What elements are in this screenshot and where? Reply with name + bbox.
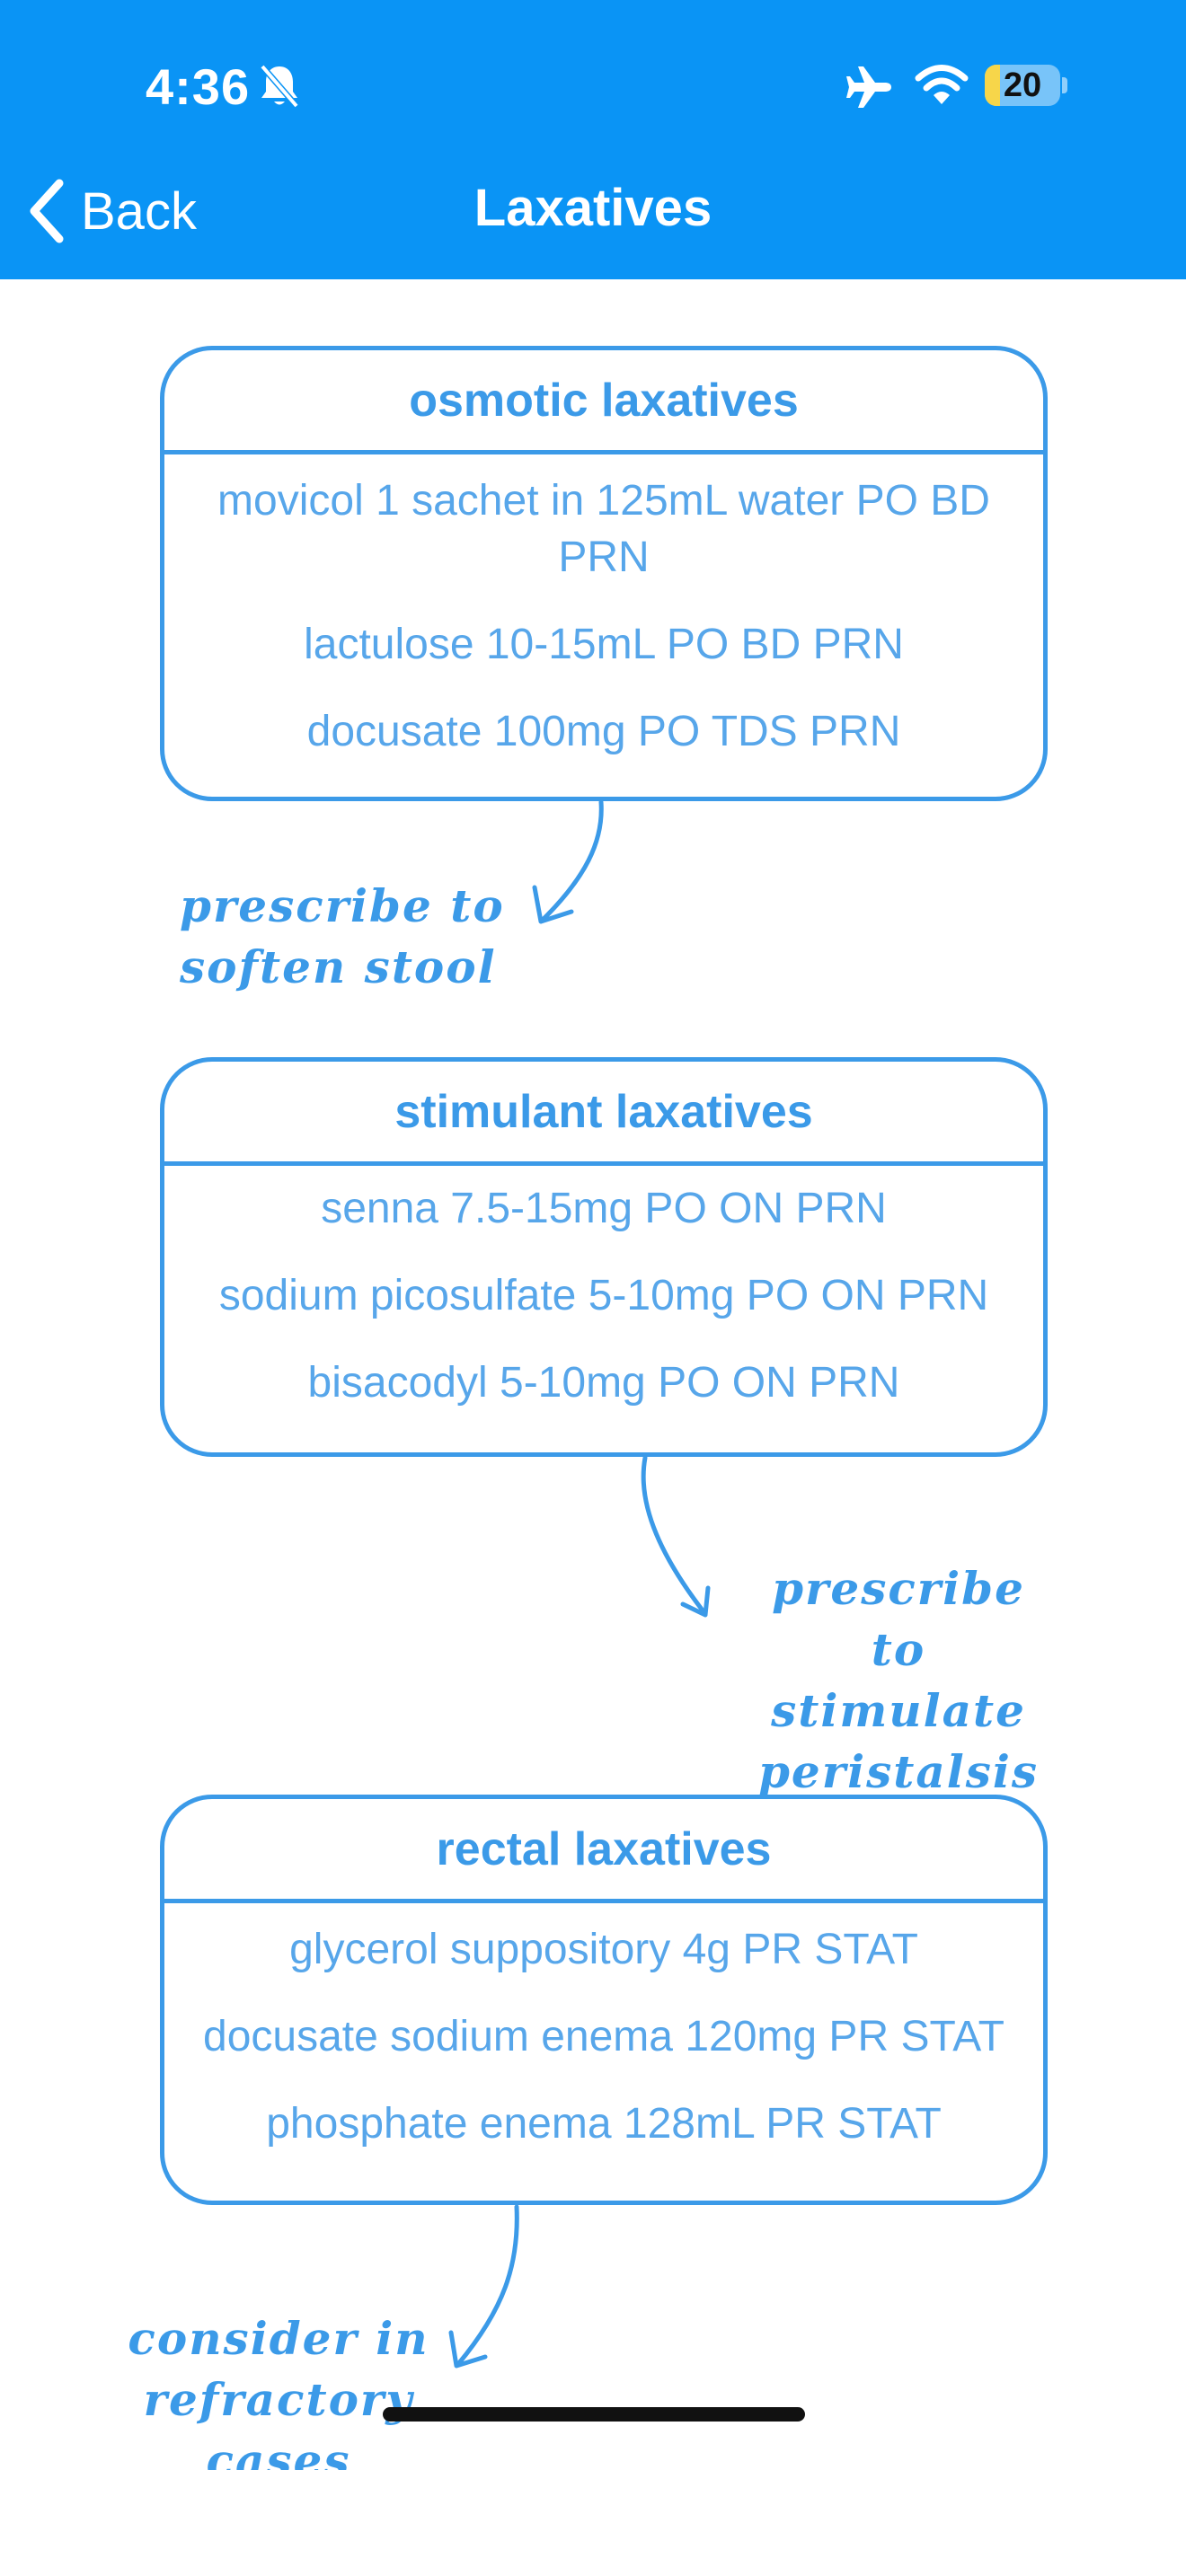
note-line: prescribe to [180,879,505,932]
arrow-icon [641,1455,711,1618]
list-item: glycerol suppository 4g PR STAT [289,1926,918,1973]
chevron-left-icon [30,179,64,243]
back-button[interactable]: Back [25,175,223,247]
note-line: stimulate [771,1684,1026,1737]
list-item: docusate 100mg PO TDS PRN [306,708,901,755]
wifi-icon [915,65,969,104]
osmotic-laxatives-card: osmotic laxatives movicol 1 sachet in 12… [160,346,1048,801]
navigation-header: 4:36 20 Back Laxatives [0,0,1186,279]
card-title: stimulant laxatives [164,1062,1043,1166]
rectal-note: consider in refractory cases [117,2308,440,2470]
list-item: sodium picosulfate 5-10mg PO ON PRN [218,1272,989,1319]
note-line: soften stool [180,940,497,993]
note-line: refractory [143,2373,414,2426]
arrow-icon [448,2204,519,2369]
card-title: rectal laxatives [164,1799,1043,1903]
note-line: prescribe to [772,1562,1025,1676]
battery-fill [985,65,1000,106]
stimulant-note: prescribe to stimulate peristalsis [737,1558,1060,1803]
list-item: movicol 1 sachet in 125mL water PO BD PR… [217,477,990,581]
back-label: Back [81,181,197,241]
note-line: cases [206,2434,351,2470]
status-time: 4:36 [146,58,251,115]
page-title: Laxatives [474,179,712,237]
stimulant-laxatives-card: stimulant laxatives senna 7.5-15mg PO ON… [160,1057,1048,1457]
airplane-icon [846,66,891,108]
rectal-note-clip: consider in refractory cases [0,2308,1186,2470]
battery-percent: 20 [1003,66,1042,104]
note-line: peristalsis [757,1745,1040,1798]
osmotic-note: prescribe to soften stool [180,876,505,998]
card-title: osmotic laxatives [164,350,1043,454]
list-item: senna 7.5-15mg PO ON PRN [321,1185,887,1232]
arrow-icon [532,799,604,924]
list-item: bisacodyl 5-10mg PO ON PRN [307,1359,900,1407]
list-item: phosphate enema 128mL PR STAT [266,2100,942,2148]
bell-slash-icon [260,64,299,109]
battery-icon: 20 [985,65,1069,108]
list-item: docusate sodium enema 120mg PR STAT [203,2013,1005,2060]
list-item: lactulose 10-15mL PO BD PRN [304,621,904,668]
home-indicator[interactable] [383,2407,805,2422]
rectal-laxatives-card: rectal laxatives glycerol suppository 4g… [160,1795,1048,2205]
note-line: consider in [128,2312,429,2365]
